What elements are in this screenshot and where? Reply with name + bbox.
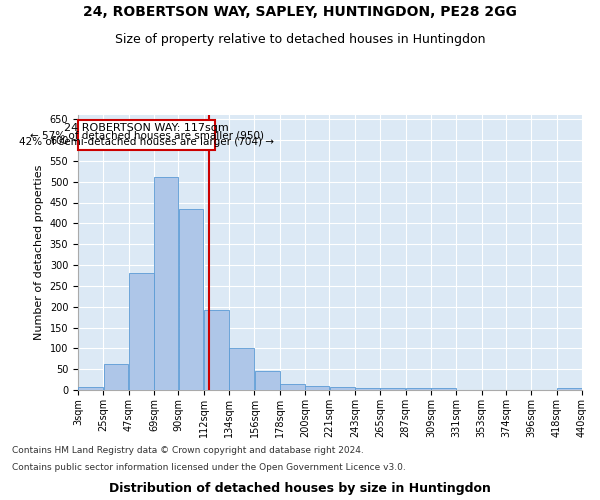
Bar [406,388,431,390]
Text: Size of property relative to detached houses in Huntingdon: Size of property relative to detached ho… [115,32,485,46]
Bar [154,176,178,390]
Text: ← 57% of detached houses are smaller (950): ← 57% of detached houses are smaller (95… [29,130,263,140]
Bar [380,388,405,390]
Bar [255,371,280,390]
Y-axis label: Number of detached properties: Number of detached properties [34,165,44,340]
Bar [179,209,203,390]
Text: Contains HM Land Registry data © Crown copyright and database right 2024.: Contains HM Land Registry data © Crown c… [12,446,364,455]
Bar [305,386,329,390]
Bar [204,310,229,390]
Bar [104,364,128,390]
Bar [557,388,582,390]
Text: 24, ROBERTSON WAY, SAPLEY, HUNTINGDON, PE28 2GG: 24, ROBERTSON WAY, SAPLEY, HUNTINGDON, P… [83,5,517,19]
Text: 24 ROBERTSON WAY: 117sqm: 24 ROBERTSON WAY: 117sqm [64,123,229,133]
FancyBboxPatch shape [78,120,215,150]
Bar [129,274,154,390]
Bar [431,388,456,390]
Bar [229,348,254,390]
Bar [280,384,305,390]
Bar [330,386,355,390]
Text: 42% of semi-detached houses are larger (704) →: 42% of semi-detached houses are larger (… [19,137,274,147]
Text: Contains public sector information licensed under the Open Government Licence v3: Contains public sector information licen… [12,464,406,472]
Bar [355,388,380,390]
Text: Distribution of detached houses by size in Huntingdon: Distribution of detached houses by size … [109,482,491,495]
Bar [78,386,103,390]
